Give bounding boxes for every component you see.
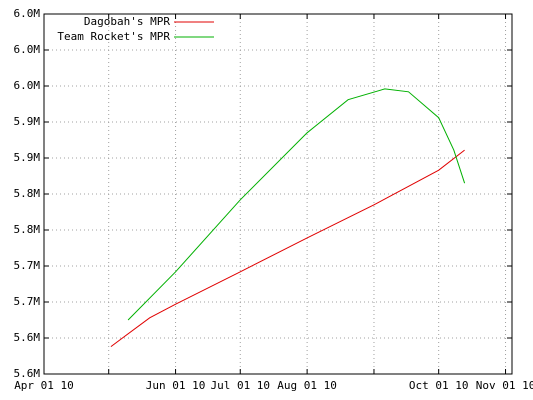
y-tick-label: 5.8M	[14, 187, 41, 200]
x-tick-label: Jul 01 10	[210, 379, 270, 392]
legend-label: Dagobah's MPR	[84, 15, 170, 28]
y-tick-label: 5.7M	[14, 295, 41, 308]
y-tick-label: 5.6M	[14, 331, 41, 344]
line-series	[110, 149, 465, 348]
y-tick-label: 5.6M	[14, 367, 41, 380]
y-tick-label: 5.8M	[14, 223, 41, 236]
y-tick-label: 5.9M	[14, 151, 41, 164]
x-tick-label: Apr 01 10	[14, 379, 74, 392]
y-tick-label: 6.0M	[14, 7, 41, 20]
y-tick-label: 6.0M	[14, 43, 41, 56]
legend-label: Team Rocket's MPR	[57, 30, 170, 43]
x-tick-label: Jun 01 10	[146, 379, 206, 392]
x-tick-label: Aug 01 10	[277, 379, 337, 392]
x-tick-label: Nov 01 10	[476, 379, 533, 392]
y-tick-label: 6.0M	[14, 79, 41, 92]
y-tick-label: 5.9M	[14, 115, 41, 128]
y-tick-label: 5.7M	[14, 259, 41, 272]
x-tick-label: Oct 01 10	[409, 379, 469, 392]
plot-border	[43, 13, 513, 375]
line-series	[127, 88, 466, 321]
